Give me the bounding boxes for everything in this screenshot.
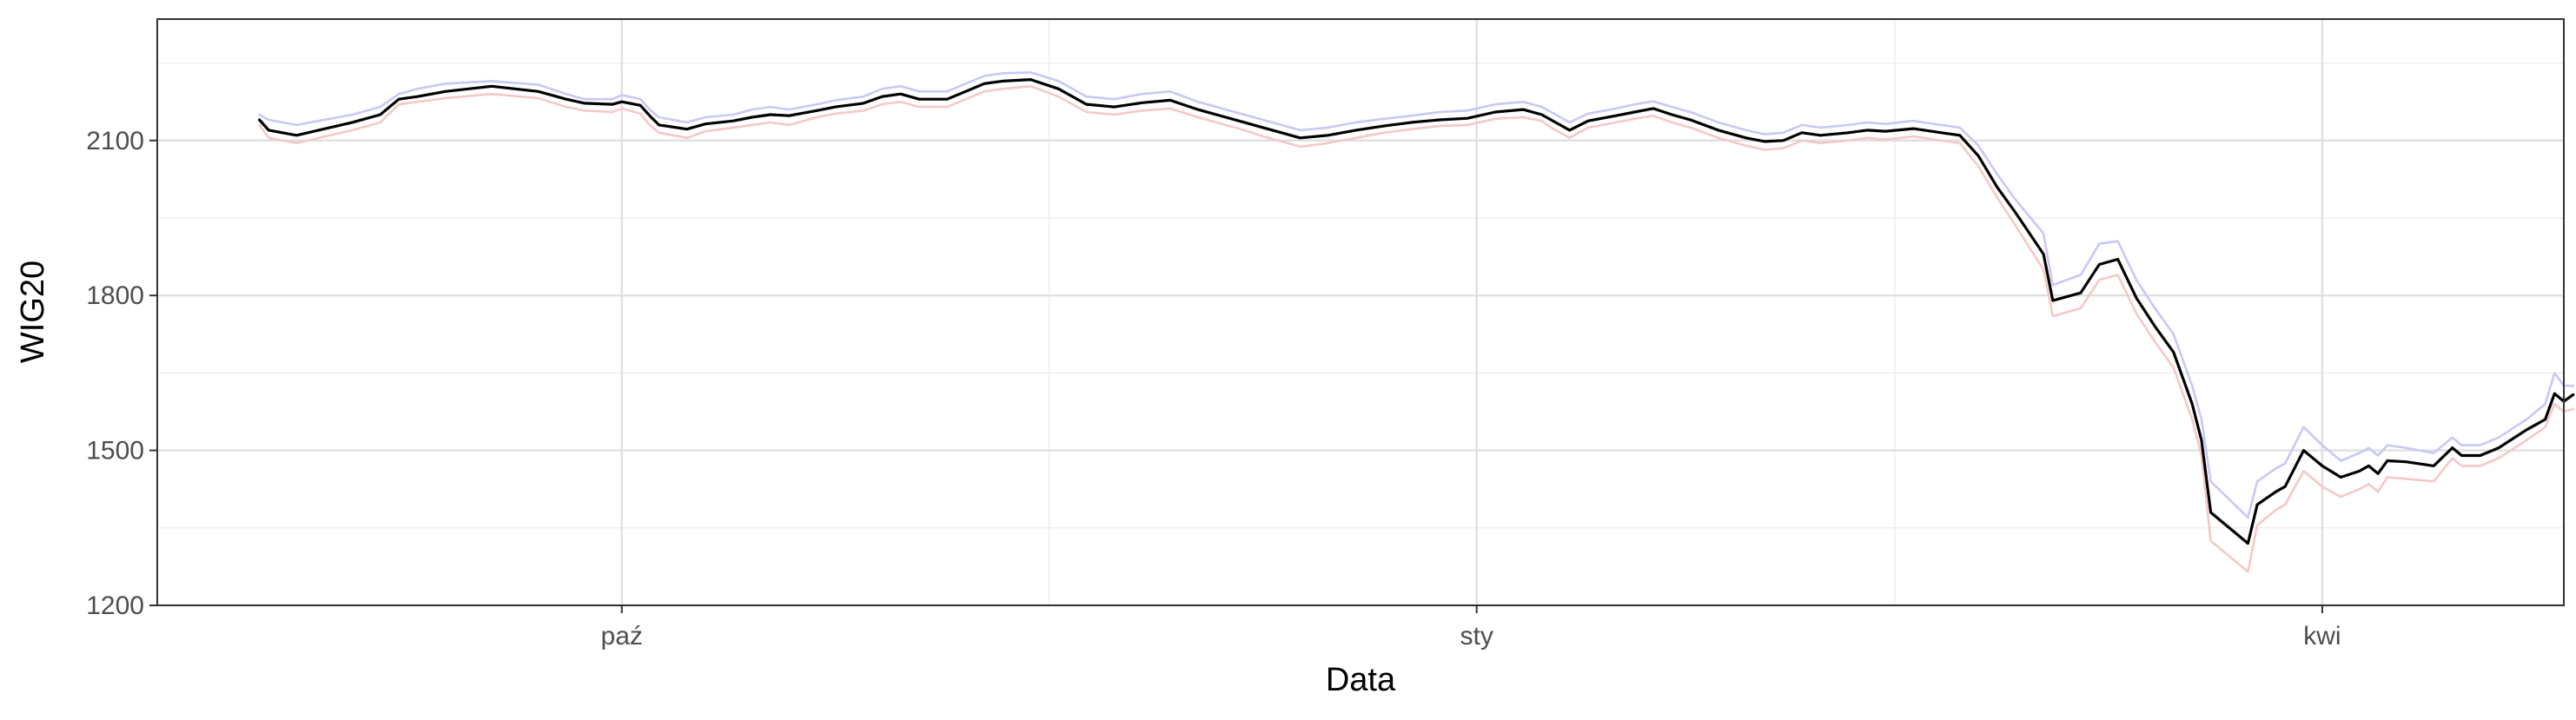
- y-tick-label: 1200: [86, 591, 144, 620]
- x-tick-label: kwi: [2303, 622, 2341, 651]
- series-lines: [258, 71, 2575, 573]
- x-tick-label: sty: [1460, 622, 1493, 651]
- plot-panel-border: [156, 18, 2565, 606]
- axes: 1200 1500 1800 2100 paź sty kwi: [86, 127, 2341, 651]
- x-axis-title: Data: [1326, 662, 1396, 698]
- x-tick-label: paź: [601, 622, 643, 651]
- series-line-band: [258, 85, 2574, 573]
- y-tick-label: 1800: [86, 281, 144, 310]
- y-tick-label: 2100: [86, 127, 144, 155]
- series-line-wig20: [258, 78, 2575, 545]
- series-line-band: [258, 71, 2574, 519]
- y-tick-label: 1500: [86, 437, 144, 466]
- y-axis-title: WIG20: [15, 261, 51, 363]
